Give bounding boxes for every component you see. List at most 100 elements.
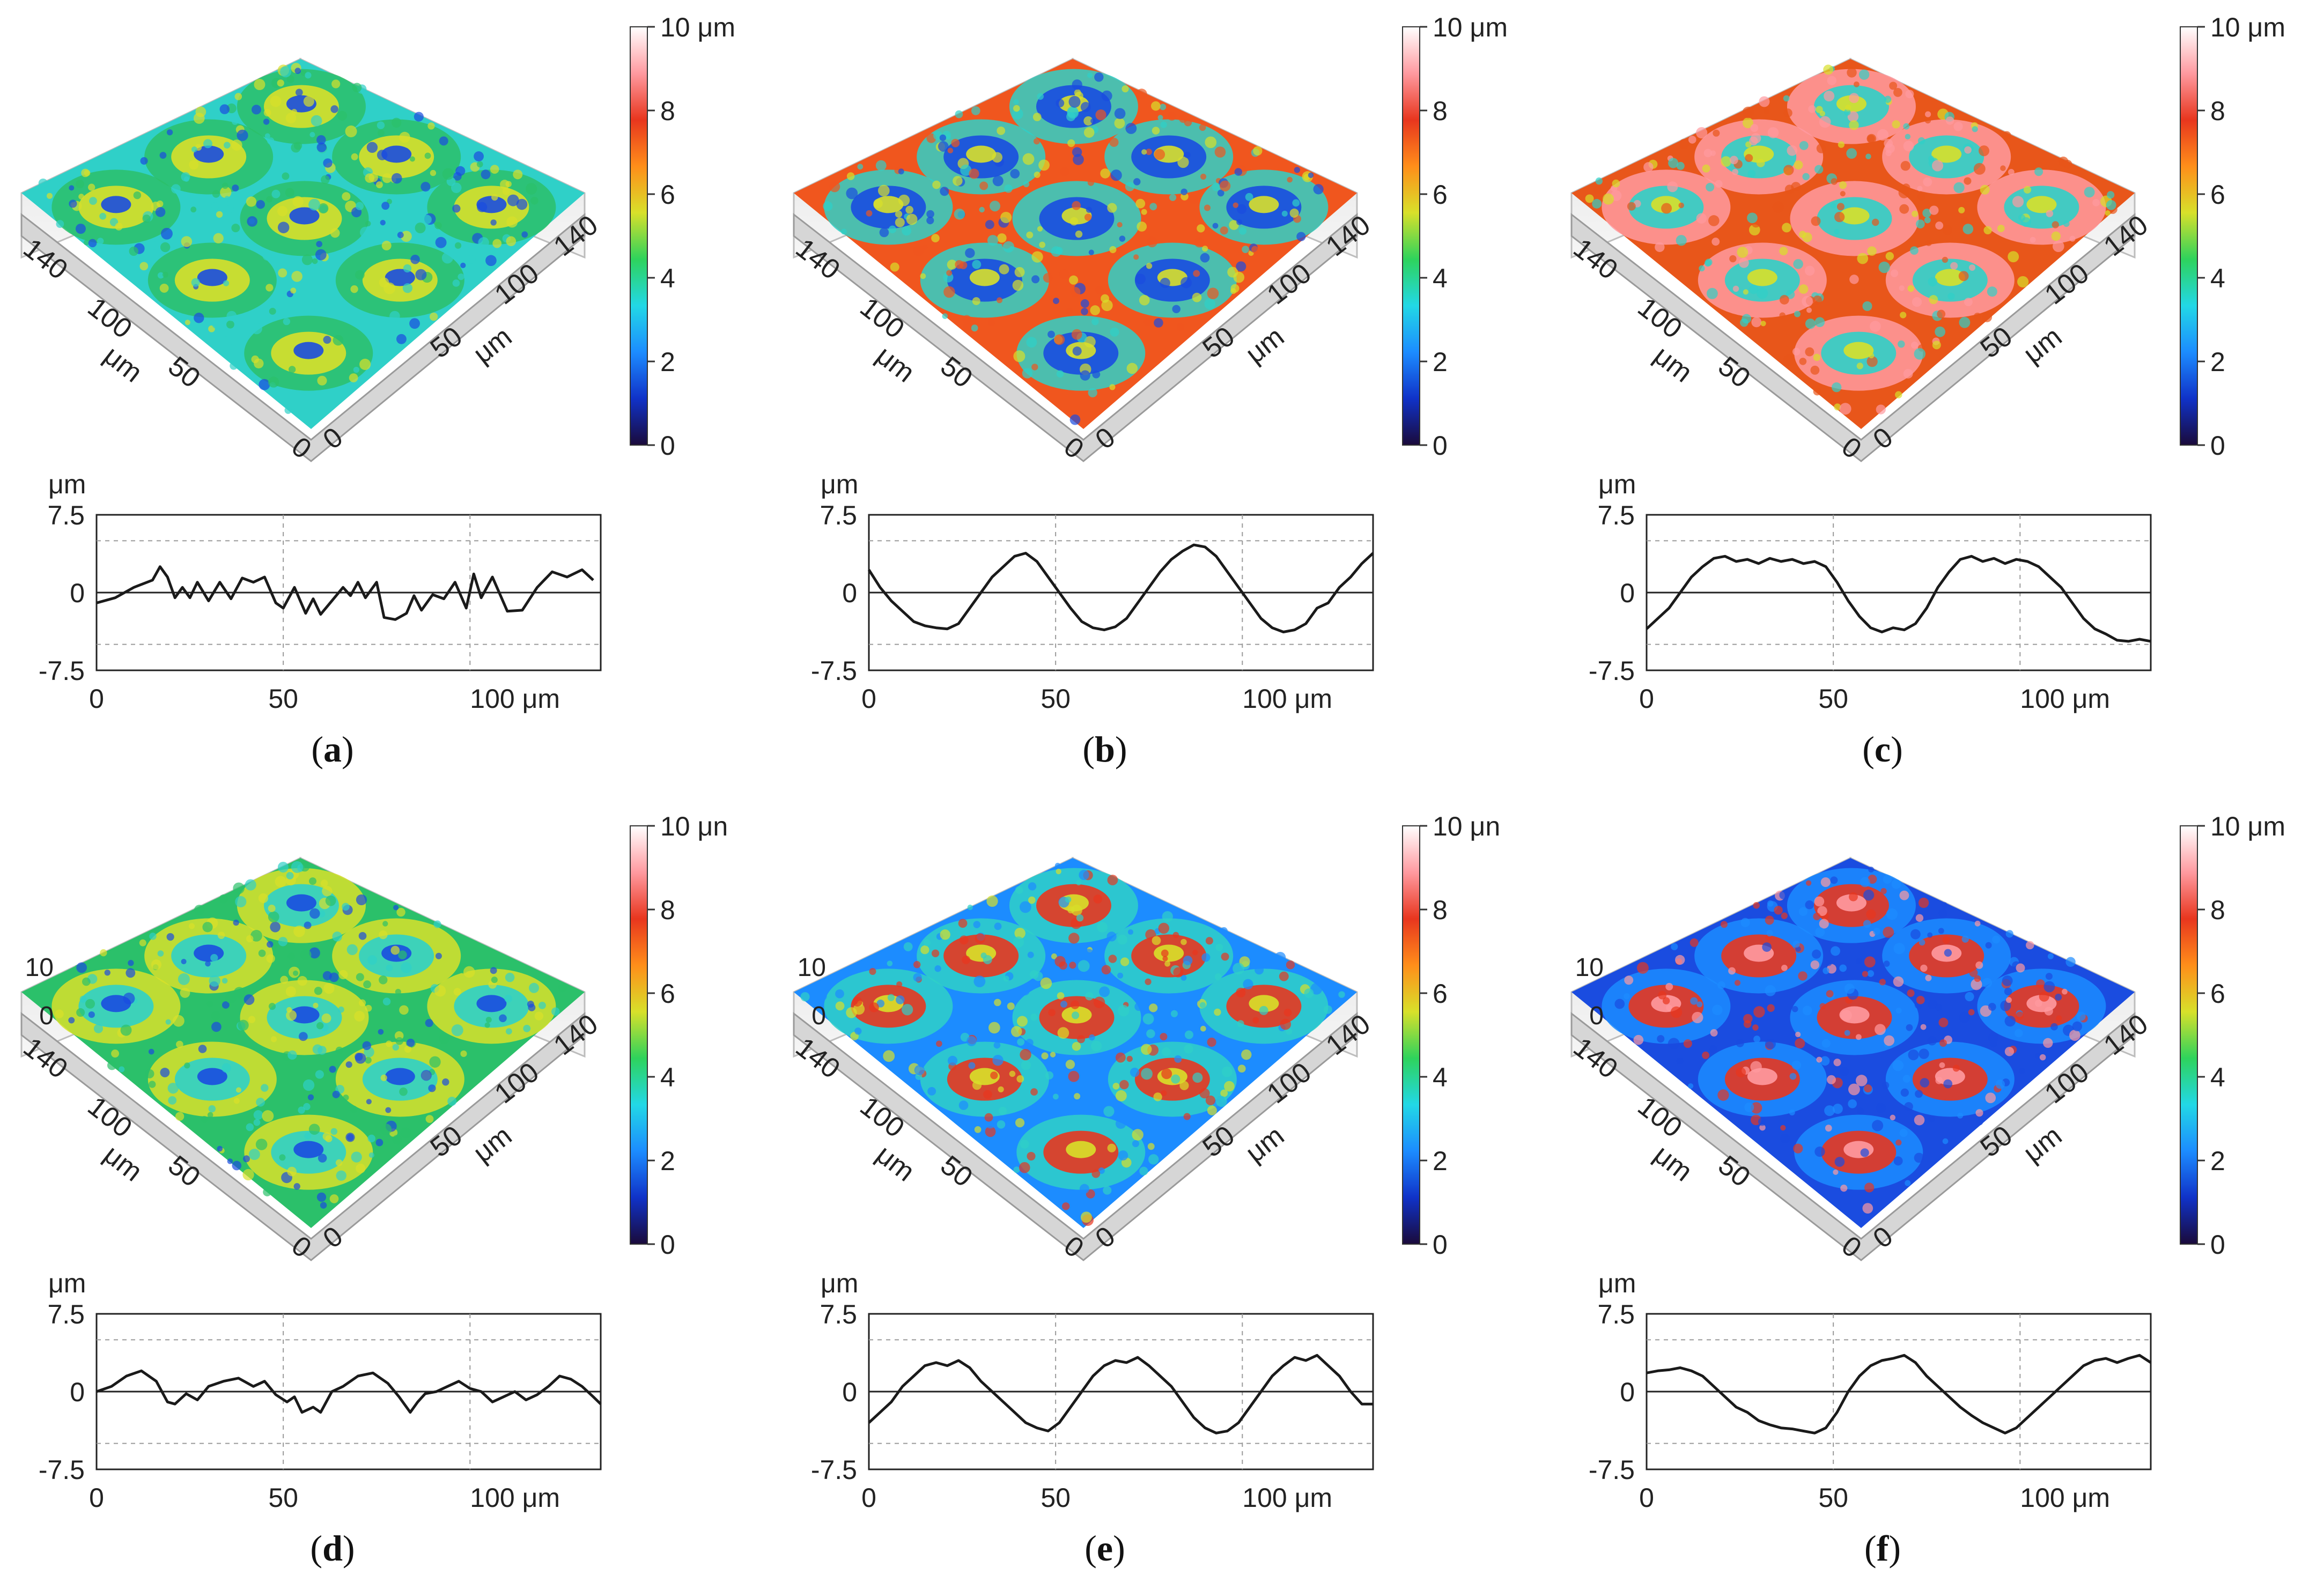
surface-speckle [1812, 949, 1821, 959]
x-tick-label: 0 [89, 1483, 104, 1513]
surface-speckle [1234, 168, 1242, 176]
surface-speckle [1122, 85, 1129, 93]
surface-speckle [193, 113, 205, 124]
surface-speckle [1696, 1001, 1703, 1008]
surface-speckle [1849, 93, 1860, 103]
surface-speckle [1658, 990, 1667, 1000]
surface-speckle [1795, 946, 1801, 952]
surface-speckle [1114, 108, 1126, 120]
surface-speckle [1870, 321, 1881, 332]
x-tick-label: 100 μm [2020, 1483, 2110, 1513]
surface-speckle [926, 210, 934, 218]
surface-speckle [1171, 1074, 1181, 1084]
surface-speckle [234, 93, 242, 100]
surface-speckle [901, 1004, 913, 1016]
y-tick-label: 0 [1620, 578, 1635, 608]
surface-speckle [325, 895, 336, 906]
surface-speckle [1040, 977, 1052, 989]
surface-speckle [1172, 305, 1181, 314]
surface-speckle [958, 1100, 969, 1110]
surface-speckle [282, 172, 290, 180]
surface-speckle [1963, 224, 1974, 234]
surface-speckle [1931, 160, 1944, 172]
surface-speckle [1919, 939, 1925, 946]
surface-speckle [1811, 216, 1821, 226]
surface-speckle [211, 1022, 222, 1032]
surface-speckle [1062, 1202, 1070, 1210]
surface-speckle [1026, 337, 1037, 348]
surface-speckle [1037, 226, 1043, 232]
profile-line [868, 1354, 1373, 1434]
surface-speckle [1806, 307, 1812, 313]
surface-speckle [1802, 232, 1812, 242]
axis-unit-right: μm [468, 1120, 518, 1169]
x-tick-label: 100 μm [470, 1483, 560, 1513]
surface-speckle [1115, 1090, 1127, 1101]
surface-speckle [1988, 1032, 1999, 1043]
surface-speckle [1973, 313, 1982, 321]
surface-speckle [1106, 931, 1117, 942]
surface-speckle [352, 83, 362, 93]
surface-speckle [1833, 1059, 1841, 1067]
surface-speckle [159, 152, 167, 159]
surface-speckle [1864, 956, 1876, 968]
surface-speckle [345, 1061, 352, 1068]
surface-speckle [1702, 1051, 1710, 1059]
surface-speckle [1135, 273, 1146, 285]
surface-speckle [1864, 1182, 1875, 1193]
colorbar-tick-label: 2 [2210, 347, 2225, 377]
colorbar-tick-label: 6 [2210, 180, 2225, 210]
surface-speckle [1675, 955, 1685, 965]
surface-speckle [1885, 252, 1894, 261]
surface-speckle [1146, 149, 1152, 156]
surface-speckle [262, 1110, 274, 1122]
surface-speckle [1817, 906, 1827, 916]
surface-speckle [1810, 365, 1820, 375]
surface-speckle [1287, 176, 1293, 183]
surface-speckle [1139, 294, 1150, 306]
surface-speckle [366, 142, 378, 153]
surface-speckle [454, 242, 462, 249]
surface-speckle [2039, 991, 2049, 1002]
surface-speckle [1212, 183, 1221, 191]
surface-speckle [987, 319, 995, 326]
surface-speckle [332, 931, 342, 942]
surface-speckle [434, 221, 442, 230]
surface-speckle [1792, 347, 1801, 356]
surface-speckle [238, 1019, 249, 1031]
surface-speckle [1893, 976, 1904, 987]
surface-speckle [485, 255, 497, 267]
surface-speckle [277, 862, 289, 873]
surface-speckle [1902, 1075, 1911, 1083]
surface-speckle [1899, 1128, 1908, 1137]
surface-speckle [1056, 868, 1061, 875]
surface-speckle [1053, 298, 1059, 305]
surface-speckle [1917, 193, 1925, 201]
surface-speckle [1905, 1180, 1911, 1186]
surface-speckle [1791, 1005, 1798, 1012]
surface-speckle [219, 326, 228, 334]
surface-speckle [1115, 1052, 1126, 1063]
surface-speckle [420, 182, 431, 192]
surface-speckle [168, 1096, 177, 1105]
surface-speckle [1783, 95, 1790, 102]
surface-speckle [1193, 270, 1200, 277]
surface-speckle [505, 1028, 512, 1035]
surface-speckle [1899, 285, 1905, 291]
surface-speckle [1075, 230, 1083, 238]
surface-speckle [1117, 934, 1127, 945]
surface-speckle [129, 246, 138, 256]
colorbar-tick-label: 0 [660, 431, 675, 461]
surface-speckle [1927, 1036, 1937, 1046]
y-axis-label: μm [48, 469, 86, 499]
surface-speckle [1030, 1088, 1038, 1096]
surface-speckle [360, 226, 371, 238]
box-front-edge [1570, 212, 2136, 462]
surface-speckle [1071, 904, 1082, 916]
surface-speckle [1071, 1000, 1080, 1009]
surface-speckle [1136, 88, 1147, 100]
surface-speckle [307, 1094, 314, 1100]
surface-speckle [181, 959, 187, 965]
